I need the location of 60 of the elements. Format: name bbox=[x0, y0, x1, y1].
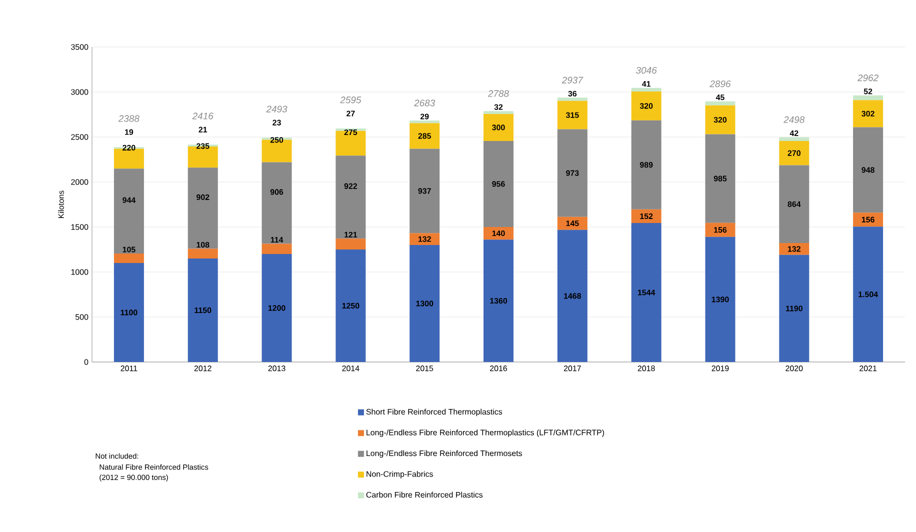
bar bbox=[336, 156, 366, 239]
bar bbox=[631, 88, 662, 92]
bar bbox=[779, 165, 810, 244]
bar bbox=[188, 168, 218, 249]
bar bbox=[631, 92, 662, 120]
bar bbox=[853, 226, 884, 362]
total-label: 2962 bbox=[857, 74, 878, 82]
bar bbox=[336, 250, 366, 362]
bar bbox=[484, 240, 514, 362]
bar bbox=[262, 244, 292, 254]
bar bbox=[336, 130, 366, 156]
bar bbox=[631, 223, 662, 362]
total-label: 2498 bbox=[784, 116, 805, 123]
bar bbox=[114, 168, 144, 254]
bar bbox=[557, 100, 588, 130]
bar bbox=[262, 162, 292, 244]
bar bbox=[114, 148, 144, 169]
bar bbox=[557, 230, 588, 362]
bar bbox=[484, 140, 514, 228]
bar bbox=[557, 129, 588, 217]
bar bbox=[410, 245, 440, 362]
bar bbox=[631, 209, 662, 224]
bar bbox=[705, 222, 736, 237]
bar bbox=[779, 137, 810, 141]
total-label: 2683 bbox=[414, 100, 436, 106]
bar bbox=[853, 212, 884, 227]
total-label: 3046 bbox=[636, 66, 657, 74]
bar bbox=[188, 258, 218, 362]
total-label: 2937 bbox=[562, 76, 584, 84]
bar bbox=[114, 263, 144, 362]
bar bbox=[336, 238, 366, 250]
bar bbox=[853, 100, 884, 128]
bar bbox=[262, 254, 292, 362]
bar bbox=[557, 98, 588, 101]
bar bbox=[188, 248, 218, 259]
total-label: 2896 bbox=[710, 80, 731, 88]
bar bbox=[484, 111, 514, 114]
bar bbox=[705, 101, 736, 106]
bar bbox=[410, 123, 440, 149]
bar bbox=[853, 95, 884, 100]
total-label: 2388 bbox=[118, 115, 140, 122]
bar bbox=[410, 148, 440, 234]
bar bbox=[484, 227, 514, 240]
bar bbox=[853, 127, 884, 213]
bar bbox=[705, 236, 736, 362]
bar bbox=[410, 120, 440, 124]
bar bbox=[114, 254, 144, 264]
total-label: 2788 bbox=[488, 90, 509, 97]
bar bbox=[557, 216, 588, 230]
bar bbox=[779, 140, 810, 166]
total-label: 2493 bbox=[266, 106, 288, 112]
bar bbox=[484, 114, 514, 141]
bar bbox=[779, 254, 810, 362]
bar bbox=[410, 233, 440, 246]
bar bbox=[631, 120, 662, 210]
bar bbox=[705, 134, 736, 223]
bar bbox=[779, 243, 810, 255]
total-label: 2416 bbox=[192, 112, 214, 120]
total-label: 2595 bbox=[340, 96, 362, 104]
bar bbox=[705, 105, 736, 134]
